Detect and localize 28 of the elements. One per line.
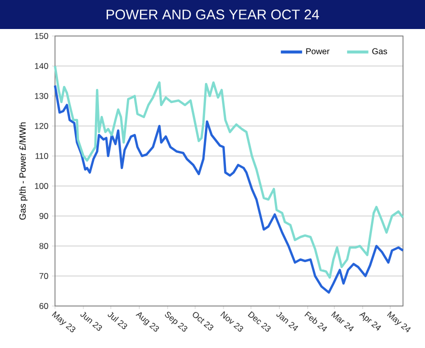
x-tick-label: Dec 23 [248, 311, 271, 332]
y-tick-label: 60 [40, 303, 48, 309]
x-tick-label: Oct 23 [192, 312, 214, 330]
y-tick-label: 140 [34, 63, 48, 69]
x-tick-label: Nov 23 [220, 311, 244, 332]
y-tick-label: 130 [34, 93, 48, 99]
y-tick-label: 120 [34, 123, 48, 129]
legend-label: Power [306, 48, 330, 54]
y-axis-title: Gas p/th - Power £/MWh [19, 122, 28, 220]
y-tick-label: 80 [39, 243, 48, 249]
x-tick-label: Jan 24 [276, 312, 298, 331]
chart-title: POWER AND GAS YEAR OCT 24 [106, 10, 320, 20]
x-tick-label: May 24 [387, 311, 411, 332]
y-tick-label: 150 [34, 33, 48, 39]
x-tick-label: Jul 23 [108, 312, 128, 330]
x-tick-label: May 23 [52, 311, 76, 332]
y-tick-label: 70 [40, 273, 48, 279]
y-tick-label: 100 [34, 183, 48, 189]
line-series [54, 84, 404, 294]
x-tick-label: Feb 24 [304, 311, 328, 332]
x-tick-label: Sep 23 [164, 312, 188, 332]
x-tick-label: Mar 24 [331, 311, 354, 332]
line-series [54, 64, 404, 279]
y-tick-label: 90 [39, 213, 48, 219]
x-tick-label: Apr 24 [359, 312, 382, 331]
legend-label: Gas [372, 48, 388, 54]
x-tick-label: Jun 23 [80, 312, 102, 331]
y-tick-label: 110 [36, 153, 48, 159]
